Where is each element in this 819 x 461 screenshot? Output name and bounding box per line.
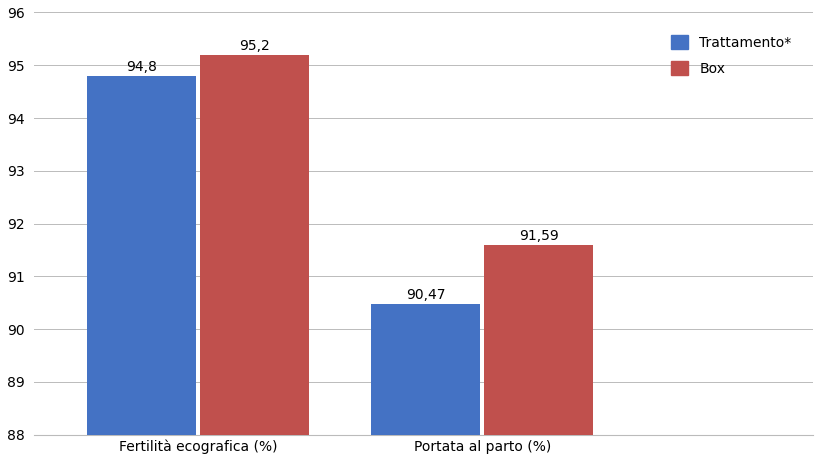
Text: 91,59: 91,59: [518, 229, 558, 243]
Bar: [484, 245, 593, 461]
Bar: [370, 304, 479, 461]
Legend: Trattamento*, Box: Trattamento*, Box: [663, 28, 798, 83]
Bar: [200, 55, 309, 461]
Bar: [87, 76, 196, 461]
Text: 95,2: 95,2: [239, 39, 269, 53]
Text: 90,47: 90,47: [405, 288, 445, 302]
Text: 94,8: 94,8: [125, 59, 156, 74]
